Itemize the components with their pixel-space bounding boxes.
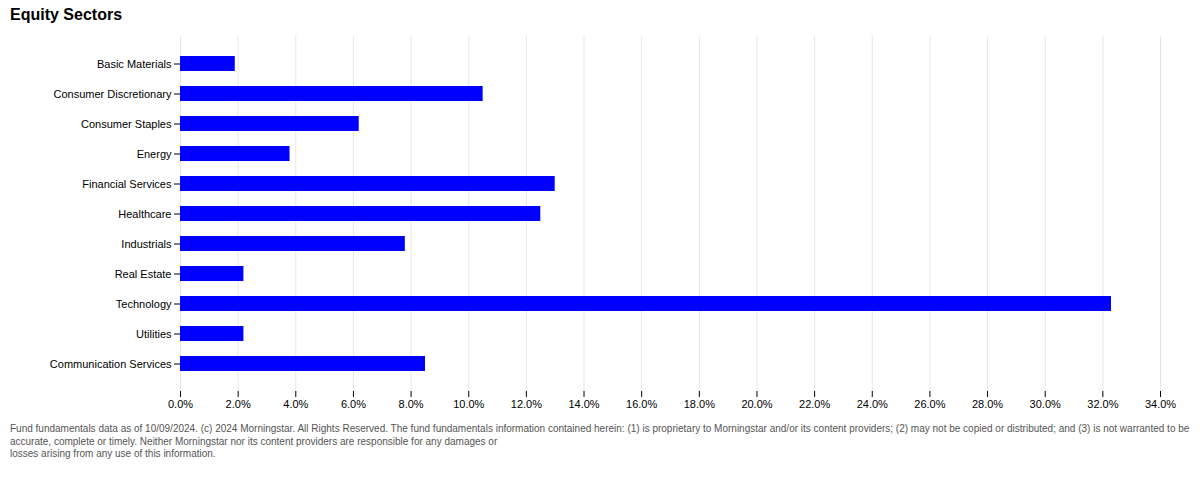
svg-text:8.0%: 8.0%	[399, 398, 424, 410]
svg-text:4.0%: 4.0%	[283, 398, 308, 410]
html-text:Equity Sectors: Equity Sectors	[10, 6, 122, 23]
svg-text:Communication Services: Communication Services	[50, 358, 172, 370]
svg-text:2.0%: 2.0%	[226, 398, 251, 410]
svg-text:14.0%: 14.0%	[568, 398, 599, 410]
svg-text:Utilities: Utilities	[136, 328, 172, 340]
svg-text:32.0%: 32.0%	[1087, 398, 1118, 410]
svg-text:0.0%: 0.0%	[168, 398, 193, 410]
svg-text:20.0%: 20.0%	[741, 398, 772, 410]
svg-text:Real Estate: Real Estate	[115, 268, 172, 280]
svg-text:18.0%: 18.0%	[684, 398, 715, 410]
svg-text:12.0%: 12.0%	[511, 398, 542, 410]
svg-text:Energy: Energy	[137, 148, 172, 160]
svg-text:Consumer Discretionary: Consumer Discretionary	[54, 88, 172, 100]
svg-text:Basic Materials: Basic Materials	[97, 58, 172, 70]
svg-text:28.0%: 28.0%	[972, 398, 1003, 410]
html-text:Fund fundamentals data as of 1: Fund fundamentals data as of 10/09/2024.…	[10, 423, 1190, 459]
svg-text:10.0%: 10.0%	[453, 398, 484, 410]
svg-text:Industrials: Industrials	[121, 238, 172, 250]
svg-text:22.0%: 22.0%	[799, 398, 830, 410]
svg-text:Technology: Technology	[116, 298, 172, 310]
svg-text:Healthcare: Healthcare	[118, 208, 171, 220]
svg-text:30.0%: 30.0%	[1030, 398, 1061, 410]
svg-text:Consumer Staples: Consumer Staples	[81, 118, 172, 130]
svg-text:16.0%: 16.0%	[626, 398, 657, 410]
svg-text:6.0%: 6.0%	[341, 398, 366, 410]
svg-text:34.0%: 34.0%	[1145, 398, 1176, 410]
svg-text:26.0%: 26.0%	[914, 398, 945, 410]
svg-text:24.0%: 24.0%	[857, 398, 888, 410]
svg-text:Financial Services: Financial Services	[82, 178, 172, 190]
